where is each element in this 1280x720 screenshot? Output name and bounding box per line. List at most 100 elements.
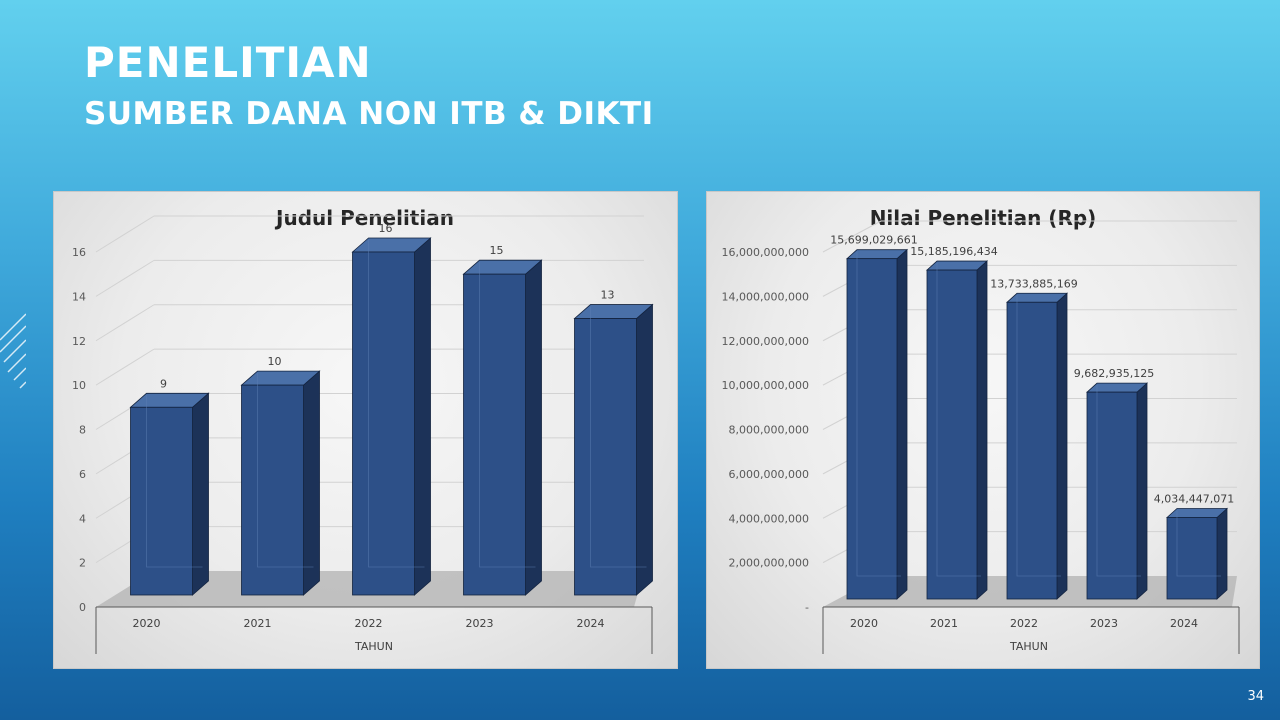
- bar-side: [1056, 292, 1068, 600]
- data-label: 15: [490, 244, 504, 257]
- bar-2020: [845, 248, 909, 600]
- bar-inner-edge: [1016, 295, 1061, 577]
- decorative-stripes: [0, 313, 26, 389]
- data-label: 9,682,935,125: [1074, 367, 1154, 380]
- data-label: 4,034,447,071: [1154, 492, 1234, 505]
- bar-front: [1166, 517, 1218, 600]
- bar-2022: [1005, 292, 1069, 600]
- chart-panel-judul: Judul Penelitian 0 2 4 6 8 10 12 14 16 9 2020 10 2021…: [53, 191, 678, 669]
- gridline-diagonal: [95, 215, 155, 253]
- gridline-diagonal: [95, 348, 155, 386]
- bar-top: [1005, 292, 1069, 303]
- bar-front: [241, 384, 304, 596]
- bar-2020: [129, 392, 210, 596]
- y-tick-label: 12,000,000,000: [722, 335, 809, 348]
- bar-top: [1085, 382, 1149, 393]
- y-tick-label: 6: [79, 468, 86, 481]
- x-tick-label: 2023: [466, 617, 494, 630]
- chart-judul-penelitian: Judul Penelitian 0 2 4 6 8 10 12 14 16 9 2020 10 2021…: [72, 206, 654, 654]
- bar-inner-edge: [1096, 385, 1141, 577]
- x-tick-label: 2022: [1010, 617, 1038, 630]
- y-tick-label: -: [805, 601, 809, 614]
- x-tick-label: 2021: [930, 617, 958, 630]
- chart-nilai-penelitian: Nilai Penelitian (Rp) - 2,000,000,000 4,000…: [722, 206, 1240, 654]
- bar-2023: [462, 259, 543, 596]
- bar-side: [525, 259, 542, 596]
- y-tick-label: 10,000,000,000: [722, 379, 809, 392]
- slide-subtitle: SUMBER DANA NON ITB & DIKTI: [84, 96, 654, 132]
- y-tick-label: 8,000,000,000: [729, 424, 809, 437]
- data-label: 13: [601, 289, 615, 302]
- x-tick-label: 2021: [244, 617, 272, 630]
- gridline-diagonal: [95, 304, 155, 342]
- bar-front: [574, 318, 637, 596]
- y-tick-label: 14: [72, 290, 86, 303]
- bar-front: [463, 273, 526, 596]
- data-label: 15,699,029,661: [830, 234, 917, 247]
- y-tick-label: 6,000,000,000: [729, 468, 809, 481]
- bar-side: [896, 248, 908, 600]
- y-tick-label: 12: [72, 335, 86, 348]
- gridline-diagonal: [95, 259, 155, 297]
- bar-side: [976, 260, 988, 600]
- bar-inner-edge: [479, 262, 536, 568]
- chart-title: Judul Penelitian: [274, 206, 454, 230]
- bar-front: [1006, 301, 1058, 600]
- bar-top: [845, 249, 909, 260]
- slide-title: PENELITIAN: [84, 38, 372, 87]
- bar-inner-edge: [257, 373, 314, 568]
- y-tick-label: 8: [79, 424, 86, 437]
- bar-2022: [351, 237, 432, 596]
- bar-top: [1165, 508, 1229, 518]
- gridline-diagonal: [822, 220, 882, 253]
- y-tick-label: 2,000,000,000: [729, 557, 809, 570]
- y-tick-label: 0: [79, 601, 86, 614]
- x-tick-label: 2024: [1170, 617, 1198, 630]
- data-label: 13,733,885,169: [990, 277, 1077, 290]
- y-tick-label: 4,000,000,000: [729, 512, 809, 525]
- x-tick-label: 2020: [133, 617, 161, 630]
- x-tick-label: 2022: [355, 617, 383, 630]
- bar-side: [192, 392, 209, 596]
- data-label: 10: [268, 355, 282, 368]
- bar-side: [414, 237, 431, 596]
- bar-side: [1216, 507, 1228, 600]
- x-tick-label: 2023: [1090, 617, 1118, 630]
- bar-2021: [925, 260, 989, 600]
- bar-front: [130, 406, 193, 596]
- y-tick-label: 16,000,000,000: [722, 246, 809, 259]
- chart-title: Nilai Penelitian (Rp): [870, 206, 1097, 230]
- y-tick-label: 10: [72, 379, 86, 392]
- bar-front: [352, 251, 415, 596]
- bar-front: [846, 258, 898, 600]
- bar-2024: [573, 303, 654, 596]
- bar-inner-edge: [856, 251, 901, 577]
- bar-2021: [240, 370, 321, 596]
- data-label: 9: [160, 377, 167, 390]
- bar-side: [303, 370, 320, 596]
- bar-front: [926, 269, 978, 600]
- page-number: 34: [1247, 689, 1264, 704]
- x-tick-label: 2024: [577, 617, 605, 630]
- bar-top: [925, 260, 989, 271]
- x-axis-title: TAHUN: [1009, 640, 1048, 653]
- x-tick-label: 2020: [850, 617, 878, 630]
- x-axis-title: TAHUN: [354, 640, 393, 653]
- y-tick-label: 16: [72, 246, 86, 259]
- bar-inner-edge: [590, 306, 647, 568]
- data-label: 16: [379, 222, 393, 235]
- bar-inner-edge: [146, 395, 203, 568]
- bar-2024: [1165, 507, 1229, 600]
- data-label: 15,185,196,434: [910, 245, 997, 258]
- bar-2023: [1085, 382, 1149, 600]
- bar-side: [636, 303, 653, 596]
- bar-inner-edge: [936, 263, 981, 577]
- y-tick-label: 2: [79, 557, 86, 570]
- bar-side: [1136, 382, 1148, 600]
- y-tick-label: 4: [79, 512, 86, 525]
- bar-inner-edge: [368, 240, 425, 568]
- y-tick-label: 14,000,000,000: [722, 290, 809, 303]
- chart-panel-nilai: Nilai Penelitian (Rp) - 2,000,000,000 4,000…: [706, 191, 1260, 669]
- bar-front: [1086, 391, 1138, 600]
- bar-inner-edge: [1176, 510, 1221, 577]
